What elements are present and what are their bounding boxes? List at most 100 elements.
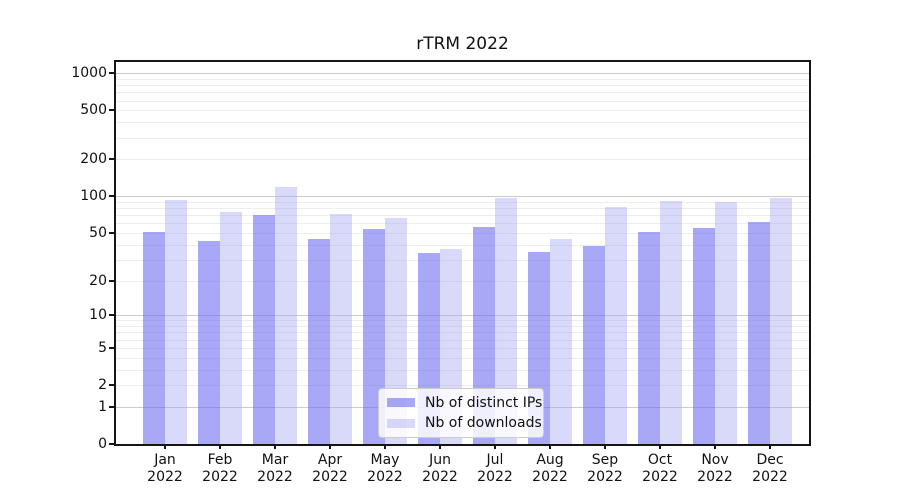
bar-downloads-jan	[165, 199, 187, 444]
gridline-major	[116, 315, 809, 317]
gridline-minor	[116, 232, 809, 234]
x-tick-label-sep: Sep 2022	[587, 452, 623, 485]
gridline-minor	[116, 92, 809, 94]
y-tick	[109, 158, 114, 161]
y-tick	[109, 346, 114, 349]
bar-downloads-jul	[495, 197, 517, 444]
y-tick-label: 1000	[71, 65, 107, 82]
gridline-minor	[116, 110, 809, 112]
bar-distinct-ips-nov	[693, 227, 715, 444]
gridline-minor	[116, 100, 809, 102]
y-tick	[109, 109, 114, 112]
legend-label-downloads: Nb of downloads	[425, 415, 542, 432]
x-tick	[549, 444, 551, 449]
bar-downloads-sep	[605, 206, 627, 444]
y-tick-label: 5	[98, 339, 107, 356]
bar-distinct-ips-apr	[308, 238, 330, 444]
plot-area	[114, 60, 811, 446]
x-tick-label-may: May 2022	[367, 452, 403, 485]
bar-distinct-ips-jan	[143, 231, 165, 444]
y-tick-label: 1	[98, 398, 107, 415]
bar-downloads-aug	[550, 238, 572, 444]
y-tick-label: 500	[80, 102, 107, 119]
y-tick	[109, 231, 114, 234]
gridline-minor	[116, 347, 809, 349]
y-tick-label: 10	[89, 307, 107, 324]
gridline-major	[116, 73, 809, 75]
legend-item-distinct-ips: Nb of distinct IPs	[379, 395, 543, 411]
y-tick	[109, 314, 114, 317]
gridline-minor	[116, 201, 809, 203]
gridline-minor	[116, 137, 809, 139]
gridline-minor	[116, 122, 809, 124]
gridline-minor	[116, 385, 809, 386]
chart-title: rTRM 2022	[416, 34, 509, 54]
x-tick	[659, 444, 661, 449]
gridline-minor	[116, 244, 809, 246]
x-tick	[604, 444, 606, 449]
y-tick	[109, 72, 114, 75]
gridline-minor	[116, 320, 809, 322]
gridline-minor	[116, 223, 809, 225]
y-tick	[109, 195, 114, 198]
x-tick-label-dec: Dec 2022	[752, 452, 788, 485]
gridline-minor	[116, 215, 809, 217]
gridline-minor	[116, 339, 809, 341]
gridline-minor	[116, 208, 809, 210]
legend-swatch-downloads	[387, 418, 415, 428]
y-tick	[109, 405, 114, 408]
x-tick	[769, 444, 771, 449]
gridline-minor	[116, 259, 809, 261]
gridline-minor	[116, 326, 809, 327]
bar-downloads-mar	[275, 187, 297, 444]
gridline-minor	[116, 357, 809, 359]
legend-label-distinct-ips: Nb of distinct IPs	[425, 394, 543, 411]
x-tick-label-aug: Aug 2022	[532, 452, 568, 485]
legend: Nb of distinct IPs Nb of downloads	[378, 388, 544, 438]
x-tick	[494, 444, 496, 449]
x-tick-label-jul: Jul 2022	[477, 452, 513, 485]
y-tick-label: 50	[89, 224, 107, 241]
y-tick	[109, 279, 114, 282]
x-tick-label-jun: Jun 2022	[422, 452, 458, 485]
bar-downloads-dec	[770, 197, 792, 444]
x-tick	[714, 444, 716, 449]
x-tick-label-apr: Apr 2022	[312, 452, 348, 485]
gridline-minor	[116, 85, 809, 87]
gridline-minor	[116, 159, 809, 161]
y-tick	[109, 443, 114, 445]
bar-downloads-may	[385, 217, 407, 444]
bar-distinct-ips-dec	[748, 222, 770, 444]
gridline-minor	[116, 78, 809, 80]
x-tick	[219, 444, 221, 449]
x-tick	[274, 444, 276, 449]
y-tick-label: 20	[89, 272, 107, 289]
x-tick	[329, 444, 331, 449]
x-tick-label-oct: Oct 2022	[642, 452, 678, 485]
x-tick-label-nov: Nov 2022	[697, 452, 733, 485]
gridline-minor	[116, 332, 809, 334]
bar-downloads-nov	[715, 201, 737, 444]
y-tick	[109, 384, 114, 386]
bar-distinct-ips-oct	[638, 231, 660, 444]
x-tick	[164, 444, 166, 449]
bar-downloads-oct	[660, 201, 682, 444]
bar-distinct-ips-sep	[583, 246, 605, 444]
y-tick-label: 100	[80, 188, 107, 205]
legend-item-downloads: Nb of downloads	[379, 415, 543, 431]
legend-swatch-distinct-ips	[387, 398, 415, 408]
gridline-minor	[116, 280, 809, 282]
x-tick-label-mar: Mar 2022	[257, 452, 293, 485]
y-tick-label: 200	[80, 151, 107, 168]
bar-distinct-ips-feb	[198, 240, 220, 444]
x-tick	[439, 444, 441, 449]
gridline-major	[116, 196, 809, 198]
x-tick	[384, 444, 386, 449]
x-tick-label-jan: Jan 2022	[147, 452, 183, 485]
y-tick-label: 0	[98, 436, 107, 452]
bar-downloads-feb	[220, 211, 242, 444]
x-tick-label-feb: Feb 2022	[202, 452, 238, 485]
gridline-minor	[116, 369, 809, 371]
bar-distinct-ips-mar	[253, 215, 275, 444]
